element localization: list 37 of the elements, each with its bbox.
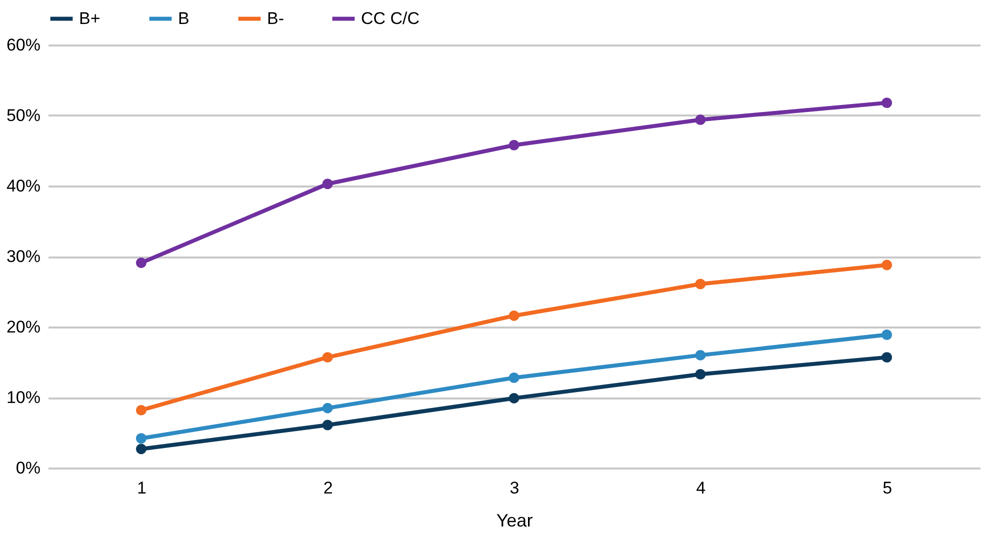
point (882, 330, 892, 340)
point (322, 178, 333, 190)
x-tick-label: 1 (136, 478, 146, 498)
point (508, 372, 520, 383)
legend-label: CC C/C (361, 8, 420, 28)
y-tick-label: 0% (16, 458, 40, 478)
point (322, 402, 333, 414)
point (695, 114, 706, 125)
x-tick-label: 2 (323, 478, 333, 498)
legend-label: B (178, 8, 190, 28)
point (508, 310, 520, 321)
legend-label: B+ (79, 8, 100, 28)
y-tick-label: 30% (6, 247, 40, 266)
x-tick-label: 4 (696, 478, 706, 498)
x-tick-label: 3 (510, 478, 520, 498)
x-axis-title: Year (496, 510, 533, 530)
point (136, 444, 146, 454)
point (136, 433, 146, 444)
y-tick-label: 60% (6, 36, 40, 54)
point (882, 260, 892, 270)
point (508, 392, 520, 404)
y-tick-label: 50% (6, 106, 40, 125)
point (882, 352, 892, 363)
y-tick-label: 40% (6, 176, 40, 196)
point (882, 98, 892, 108)
legend-label: B- (267, 8, 284, 28)
point (695, 350, 706, 360)
point (322, 352, 333, 363)
x-tick-label: 5 (882, 478, 892, 498)
point (695, 278, 706, 290)
point (508, 140, 520, 150)
point (695, 369, 706, 380)
y-tick-label: 10% (6, 388, 40, 407)
point (136, 404, 146, 416)
point (136, 258, 146, 268)
point (322, 420, 333, 430)
y-tick-label: 20% (6, 318, 40, 336)
